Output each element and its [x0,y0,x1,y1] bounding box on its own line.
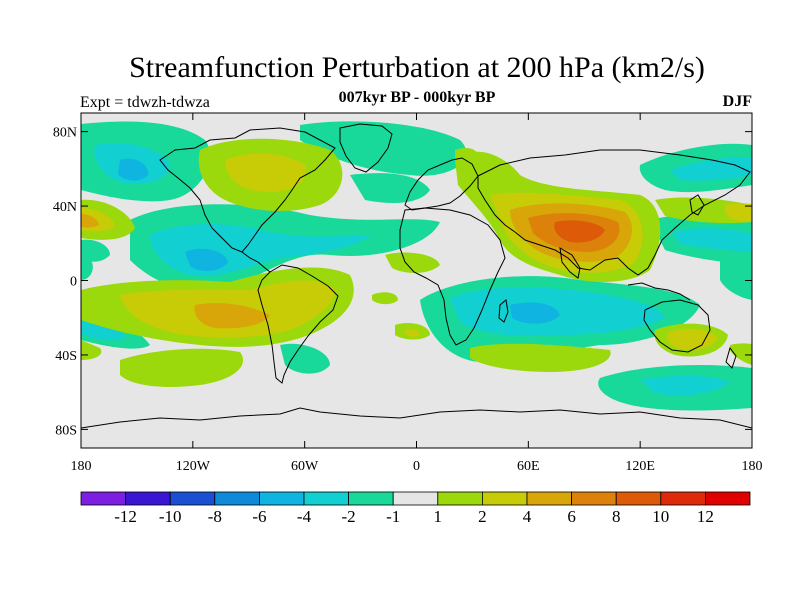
colorbar: -12 -10 -8 -6 -4 -2 -1 1 2 4 6 8 10 12 [80,491,751,526]
colorbar-swatch [615,491,662,506]
colorbar-label: -6 [252,507,266,526]
contour-region [720,257,752,300]
contour-region [405,329,420,337]
coastlines [81,123,752,429]
contour-region [300,121,467,176]
contour-region [120,348,244,387]
colorbar-label: 4 [523,507,532,526]
colorbar-label: -1 [386,507,400,526]
lat-tick-label: 40S [55,349,77,364]
lon-tick-label: 120E [625,459,655,474]
contour-region [225,153,306,192]
africa-coastline [399,207,506,346]
colorbar-swatch [303,491,349,506]
colorbar-label: -8 [208,507,222,526]
experiment-label: Expt = tdwzh-tdwza [80,94,210,111]
contour-region [667,328,718,350]
japan-coastline [689,194,705,216]
colorbar-swatch [125,491,171,506]
colorbar-swatch [80,491,126,506]
north-america-coastline [159,127,336,253]
season-label: DJF [722,93,752,110]
longitude-axis: 180 120W 60W 0 60E 120E 180 [71,113,763,474]
plot-title: Streamfunction Perturbation at 200 hPa (… [129,51,705,84]
colorbar-label: 2 [478,507,487,526]
indonesia-coastline [627,282,691,301]
colorbar-swatch [392,491,439,506]
contour-region [655,197,752,224]
contour-region [372,292,398,305]
lon-tick-label: 0 [413,459,420,474]
colorbar-label: -4 [297,507,312,526]
latitude-axis: 80N 40N 0 40S 80S [53,126,752,438]
contour-region [470,343,611,372]
contour-region [194,303,270,329]
contour-region [640,375,730,396]
colorbar-swatch [705,491,751,506]
lon-tick-label: 60W [291,459,319,474]
new-zealand-coastline [725,346,737,369]
contour-region [81,255,93,280]
colorbar-label: -10 [159,507,182,526]
colorbar-swatch [571,491,617,506]
contour-region [385,252,440,273]
europe-coastline [404,157,479,211]
contour-region [670,157,752,181]
lat-tick-label: 40N [53,200,77,215]
contour-region [118,158,149,181]
colorbar-label: 10 [652,507,669,526]
contour-field [81,121,752,411]
colorbar-swatch [348,491,394,506]
central-america-coastline [241,251,271,273]
colorbar-label: 12 [697,507,714,526]
colorbar-swatch [660,491,706,506]
lon-tick-label: 120W [176,459,211,474]
lat-tick-label: 80N [53,126,77,141]
colorbar-swatch [169,491,216,506]
contour-region [81,239,110,262]
antarctica-coastline [81,407,752,429]
asia-coastline [477,149,751,276]
lat-tick-label: 0 [70,275,77,290]
lon-tick-label: 60E [517,459,540,474]
colorbar-label: 1 [434,507,443,526]
colorbar-label: 6 [567,507,576,526]
colorbar-swatch [214,491,260,506]
positive-anomalies [81,138,752,387]
madagascar-coastline [498,299,509,323]
contour-region [280,343,330,374]
colorbar-swatch [526,491,572,506]
india-coastline [559,247,581,279]
colorbar-swatch [481,491,528,506]
lon-tick-label: 180 [71,459,92,474]
australia-coastline [643,299,711,353]
contour-region [730,343,752,365]
contour-region [185,248,228,271]
colorbar-label: -12 [114,507,137,526]
time-period-label: 007kyr BP - 000kyr BP [338,89,496,106]
colorbar-label: 8 [612,507,621,526]
negative-anomalies [81,121,752,411]
contour-region [725,203,752,223]
contour-region [81,214,99,228]
lon-tick-label: 180 [742,459,763,474]
south-america-coastline [257,264,339,384]
contour-region [455,148,479,164]
colorbar-swatch [258,491,305,506]
contour-region [672,227,752,252]
contour-region [554,220,605,243]
greenland-coastline [339,123,393,173]
lat-tick-label: 80S [55,423,77,438]
colorbar-swatch [437,491,483,506]
colorbar-label: -2 [342,507,356,526]
contour-region [510,302,560,324]
contour-region [350,173,430,203]
